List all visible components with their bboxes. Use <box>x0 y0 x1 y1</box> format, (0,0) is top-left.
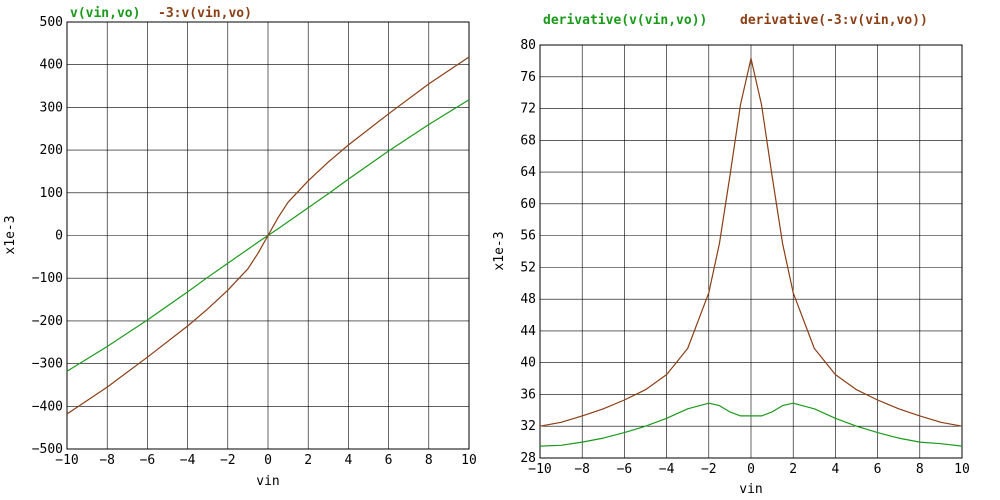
right-x-tick-label-1: −8 <box>574 462 590 477</box>
right-x-tick-label-4: −2 <box>701 462 717 477</box>
right-x-tick-label-0: −10 <box>528 462 551 477</box>
right-x-tick-label-7: 4 <box>831 462 839 477</box>
right-y-tick-label-2: 36 <box>520 387 536 402</box>
left-y-tick-label-10: 500 <box>40 15 63 30</box>
right-y-tick-label-1: 32 <box>520 419 536 434</box>
right-series-line-2 <box>539 57 963 427</box>
right-x-tick-label-3: −4 <box>659 462 675 477</box>
left-y-tick-label-5: 0 <box>55 229 63 244</box>
right-y-tick-label-13: 80 <box>520 38 536 53</box>
right-y-tick-label-3: 40 <box>520 356 536 371</box>
right-series-line-1 <box>539 402 963 447</box>
right-x-tick-label-5: 0 <box>747 462 755 477</box>
right-y-axis-label: x1e-3 <box>492 231 507 270</box>
right-x-axis-label: vin <box>739 482 762 497</box>
right-y-tick-label-9: 64 <box>520 165 536 180</box>
right-plot-frame <box>539 44 963 459</box>
right-y-tick-label-8: 60 <box>520 197 536 212</box>
right-y-tick-label-7: 56 <box>520 229 536 244</box>
right-y-tick-label-11: 72 <box>520 102 536 117</box>
left-x-tick-label-3: −4 <box>180 453 196 468</box>
right-x-tick-label-9: 8 <box>916 462 924 477</box>
right-y-tick-label-6: 52 <box>520 260 536 275</box>
left-y-tick-label-2: −300 <box>32 357 63 372</box>
right-y-tick-label-0: 28 <box>520 451 536 466</box>
plot-right: −10 −8 −6 −4 −2 0 2 4 6 8 102832364044485256606468… <box>492 38 970 497</box>
right-y-tick-label-12: 76 <box>520 70 536 85</box>
right-x-tick-label-6: 2 <box>789 462 797 477</box>
right-y-tick-label-10: 68 <box>520 133 536 148</box>
legend-series-2-right: derivative(-3:v(vin,vo)) <box>740 13 928 28</box>
left-y-tick-label-9: 400 <box>40 58 63 73</box>
left-x-tick-label-8: 6 <box>385 453 393 468</box>
right-y-tick-label-5: 48 <box>520 292 536 307</box>
legend-series-1-right: derivative(v(vin,vo)) <box>543 13 707 28</box>
left-series-line-2 <box>66 56 470 415</box>
left-y-tick-label-6: 100 <box>40 186 63 201</box>
right-x-tick-label-2: −6 <box>617 462 633 477</box>
left-y-tick-label-7: 200 <box>40 143 63 158</box>
left-y-tick-label-0: −500 <box>32 442 63 457</box>
left-y-tick-label-1: −400 <box>32 399 63 414</box>
left-x-tick-label-10: 10 <box>461 453 477 468</box>
left-x-tick-label-4: −2 <box>220 453 236 468</box>
right-x-tick-label-8: 6 <box>874 462 882 477</box>
left-x-axis-label: vin <box>256 474 279 489</box>
left-y-tick-label-8: 300 <box>40 100 63 115</box>
left-plot-frame <box>66 21 470 450</box>
left-x-tick-label-1: −8 <box>99 453 115 468</box>
plot-left: −10 −8 −6 −4 −2 0 2 4 6 8 10 −500 −400 −300 −200 −100 0 1… <box>3 15 477 489</box>
left-y-axis-label: x1e-3 <box>3 215 18 254</box>
left-x-tick-label-5: 0 <box>264 453 272 468</box>
left-x-tick-label-6: 2 <box>304 453 312 468</box>
left-x-tick-label-0: −10 <box>55 453 78 468</box>
legend-series-2-left: -3:v(vin,vo) <box>158 6 252 21</box>
right-x-tick-label-10: 10 <box>954 462 970 477</box>
left-x-tick-label-9: 8 <box>425 453 433 468</box>
legend-series-1-left: v(vin,vo) <box>70 6 140 21</box>
left-x-tick-label-7: 4 <box>344 453 352 468</box>
left-x-tick-label-2: −6 <box>140 453 156 468</box>
right-y-tick-label-4: 44 <box>520 324 536 339</box>
left-y-tick-label-3: −200 <box>32 314 63 329</box>
left-y-tick-label-4: −100 <box>32 271 63 286</box>
